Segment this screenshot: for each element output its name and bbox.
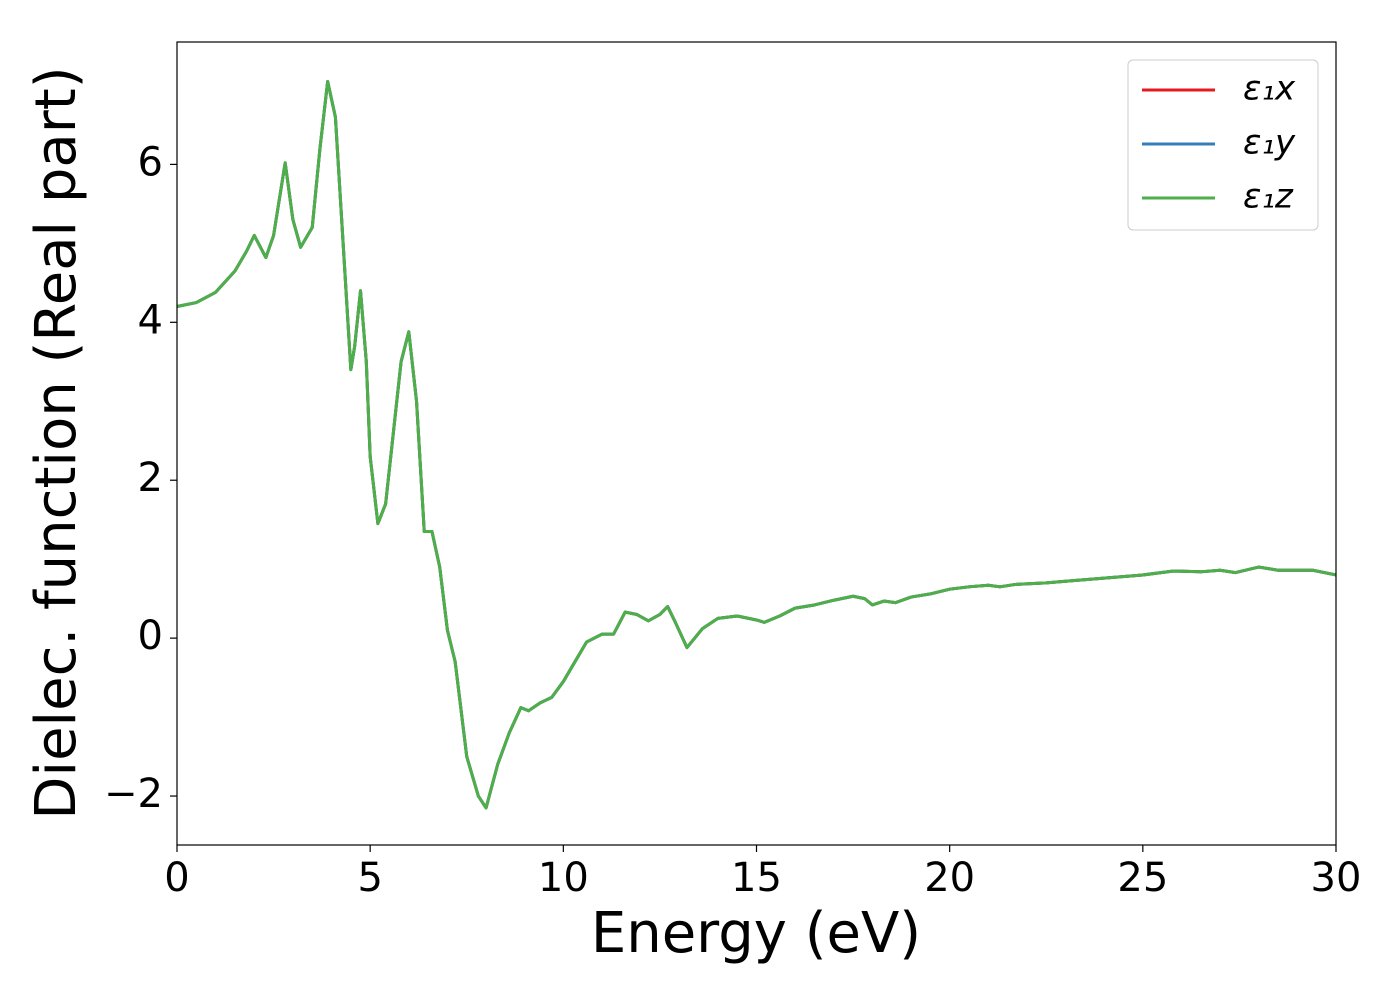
y-tick-label: 4: [138, 297, 163, 343]
x-tick-label: 10: [538, 855, 589, 901]
y-tick-label: −2: [104, 771, 163, 817]
x-tick-label: 15: [731, 855, 782, 901]
x-axis-label: Energy (eV): [591, 901, 921, 966]
x-tick-label: 30: [1311, 855, 1362, 901]
legend-box: [1127, 59, 1319, 231]
plot-frame: [176, 41, 1337, 846]
x-tick-label: 0: [164, 855, 189, 901]
legend-label: ε₁y: [1243, 123, 1296, 163]
y-tick-label: 6: [138, 139, 163, 185]
legend-label: ε₁z: [1243, 177, 1294, 217]
y-tick-label: 2: [138, 455, 163, 501]
x-tick-label: 25: [1117, 855, 1168, 901]
data-line: [176, 79, 1337, 810]
x-tick-label: 20: [924, 855, 975, 901]
x-tick-label: 5: [357, 855, 382, 901]
y-tick-label: 0: [138, 613, 163, 659]
legend-label: ε₁x: [1243, 69, 1296, 109]
y-axis-label: Dielec. function (Real part): [24, 66, 89, 819]
